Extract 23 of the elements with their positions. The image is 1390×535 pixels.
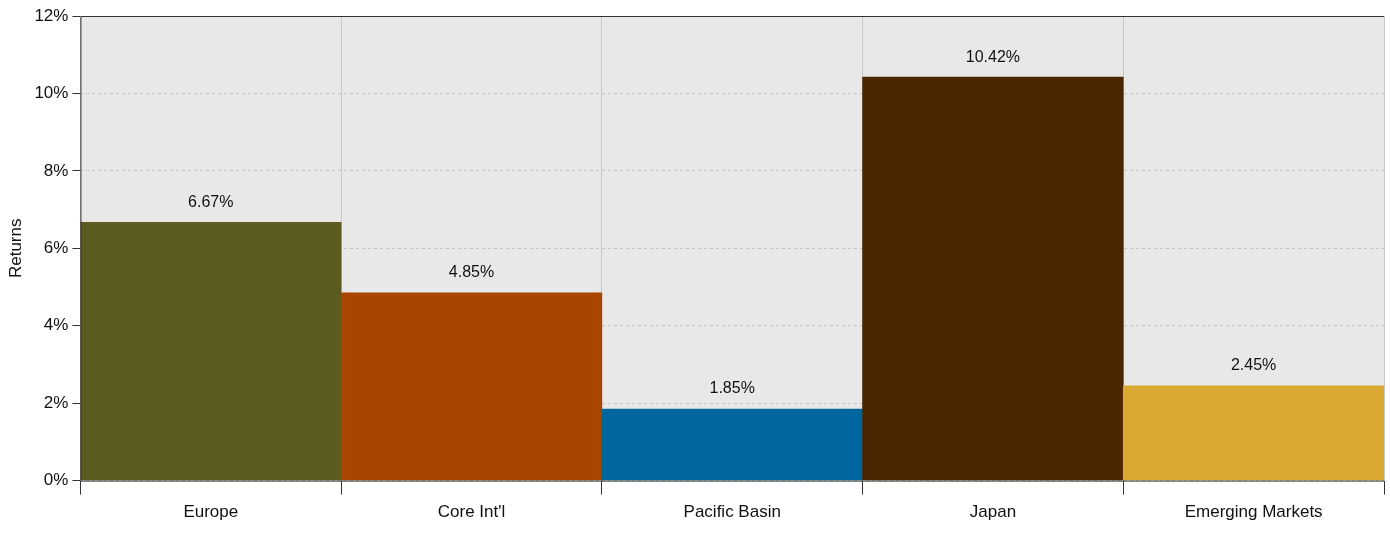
data-label: 6.67% bbox=[188, 192, 234, 210]
data-label: 2.45% bbox=[1230, 356, 1277, 374]
x-tick-label: Core Int'l bbox=[437, 502, 506, 522]
y-tick-label: 12% bbox=[34, 5, 69, 25]
data-label: 4.85% bbox=[448, 263, 495, 281]
x-tick-label: Japan bbox=[969, 502, 1017, 522]
x-tick-label: Europe bbox=[183, 502, 239, 522]
data-label: 10.42% bbox=[965, 47, 1021, 65]
y-tick-label: 6% bbox=[43, 237, 69, 257]
x-tick-label: Emerging Markets bbox=[1184, 502, 1323, 522]
y-tick-label: 4% bbox=[43, 315, 69, 335]
y-tick-label: 0% bbox=[43, 470, 69, 490]
bar bbox=[340, 292, 603, 481]
y-tick-label: 10% bbox=[34, 83, 69, 103]
bar bbox=[601, 408, 863, 481]
y-tick-label: 2% bbox=[43, 392, 69, 412]
bar bbox=[80, 222, 342, 481]
x-tick-label: Pacific Basin bbox=[683, 502, 781, 522]
bar bbox=[862, 76, 1124, 481]
y-axis-title: Returns bbox=[5, 218, 25, 279]
bar bbox=[1122, 385, 1384, 481]
y-tick-label: 8% bbox=[43, 160, 69, 180]
data-label: 1.85% bbox=[709, 379, 755, 397]
